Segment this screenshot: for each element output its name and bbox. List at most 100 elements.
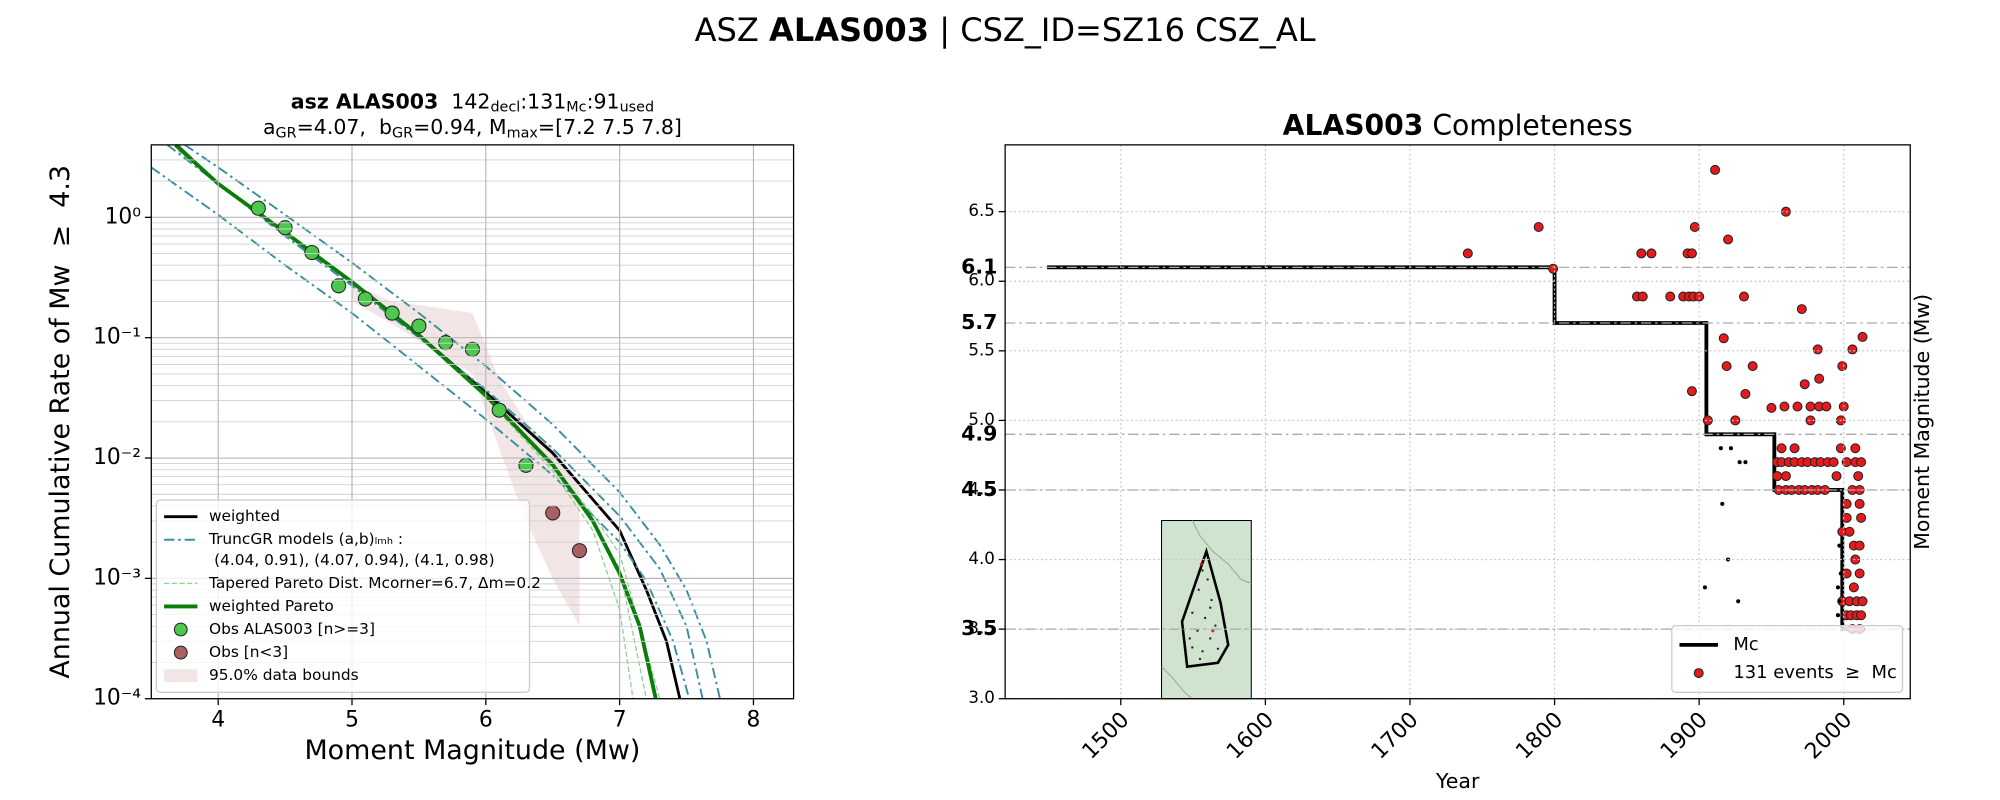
data-point — [1835, 585, 1841, 590]
text-part: =[7.2 7.5 7.8] — [538, 115, 682, 139]
text-part: :91 — [587, 90, 620, 114]
plot: 4 5 6 7 8 10⁻⁴ 10⁻³ 10⁻² 10⁻¹ 10⁰ asz ALAS003 142d… — [45, 90, 795, 766]
text-part: :131 — [520, 90, 566, 114]
data-point — [1854, 540, 1865, 551]
subscript: GR — [276, 125, 297, 141]
legend-label: weighted Pareto — [209, 597, 334, 615]
text-part: ALAS003 — [769, 11, 929, 49]
data-point — [1766, 402, 1777, 413]
data-point — [1723, 234, 1734, 245]
data-point — [1854, 568, 1865, 579]
text-part: =0.94, M — [413, 115, 507, 139]
data-point — [1792, 401, 1803, 412]
mc-level-label: 6.1 — [961, 254, 997, 278]
data-point — [1856, 512, 1867, 523]
legend-label: Mc — [1733, 634, 1758, 655]
data-point — [1728, 446, 1734, 451]
legend-label: Tapered Pareto Dist. Mcorner=6.7, Δm=0.2 — [208, 574, 541, 592]
data-point — [1844, 526, 1855, 537]
y-axis-label: Moment Magnitude (Mw) — [1910, 294, 1934, 550]
y-axis-label: Annual Cumulative Rate of Mw ≥ 4.3 — [45, 165, 76, 679]
data-point — [1837, 361, 1848, 372]
data-point — [1841, 512, 1852, 523]
data-point — [384, 305, 400, 321]
data-point — [1805, 401, 1816, 412]
legend-swatch — [1693, 668, 1704, 679]
legend-swatch — [173, 645, 188, 660]
legend-label: Obs ALAS003 [n>=3] — [209, 620, 375, 638]
data-point — [1718, 446, 1723, 451]
y-tick-label: 10⁻⁴ — [93, 686, 141, 711]
plot-area — [151, 144, 721, 699]
data-point — [1821, 401, 1832, 412]
data-point — [1721, 361, 1732, 372]
legend-label: 131 events ≥ Mc — [1733, 662, 1897, 683]
data-point — [1835, 613, 1841, 618]
data-point — [1796, 304, 1807, 315]
text-part: =4.07, b — [297, 115, 392, 139]
data-point — [304, 244, 320, 261]
figure-title: ASZ ALAS003 | CSZ_ID=SZ16 CSZ_AL — [695, 11, 1316, 49]
data-point — [1737, 460, 1742, 465]
data-point — [1835, 443, 1846, 454]
x-tick-label: 5 — [345, 708, 359, 733]
legend-swatch — [164, 669, 198, 683]
data-point — [1743, 460, 1748, 465]
plot: 1500 1600 1700 1800 1900 20003.03.54.04.55.05… — [961, 109, 1934, 793]
data-point — [1847, 344, 1858, 355]
data-point — [1805, 415, 1816, 426]
text-part: ASZ — [695, 11, 769, 49]
data-point — [1702, 585, 1707, 590]
data-point — [491, 402, 507, 418]
data-point — [1686, 248, 1697, 259]
mc-level-label: 5.7 — [961, 310, 997, 334]
data-point — [1837, 543, 1842, 548]
text-part: | CSZ_ID=SZ16 CSZ_AL — [929, 11, 1316, 49]
data-point — [545, 505, 561, 521]
data-point — [1738, 291, 1749, 302]
x-tick-label: 8 — [747, 708, 761, 733]
data-point — [1740, 388, 1751, 399]
y-tick-label: 5.5 — [968, 340, 994, 359]
data-point — [1710, 164, 1721, 175]
data-point — [1665, 291, 1676, 302]
data-point — [1730, 415, 1741, 426]
data-point — [1718, 333, 1729, 344]
legend-label: weighted — [209, 507, 280, 525]
data-point — [1686, 386, 1697, 397]
x-tick-label: 7 — [613, 708, 627, 733]
mc-level-label: 4.5 — [961, 477, 997, 501]
text-part: ALAS003 — [1283, 109, 1424, 142]
legend: weighted TruncGR models (a,b)ₗₘₕ : (4.04, … — [155, 499, 541, 693]
data-line — [184, 144, 721, 699]
data-point — [1689, 221, 1700, 232]
y-tick-label: 6.5 — [968, 201, 994, 220]
data-point — [1838, 571, 1843, 576]
data-point — [1854, 498, 1865, 509]
chart-subtitle: aGR=4.07, bGR=0.94, Mmax=[7.2 7.5 7.8] — [263, 115, 682, 141]
y-tick-label: 5.0 — [968, 410, 994, 429]
data-point — [1533, 221, 1544, 232]
data-point — [1776, 443, 1787, 454]
y-tick-label: 3.5 — [968, 619, 994, 638]
mc-level-label: 4.9 — [961, 421, 997, 445]
legend-box — [155, 499, 531, 693]
data-point — [1646, 248, 1657, 259]
x-tick-label: 4 — [211, 708, 225, 733]
data-point — [1637, 291, 1648, 302]
data-point — [1850, 554, 1861, 565]
data-point — [1856, 610, 1867, 621]
legend-label: 95.0% data bounds — [209, 666, 359, 684]
data-point — [1780, 471, 1791, 482]
y-tick-label: 6.0 — [968, 271, 994, 290]
subscript: Mc — [566, 100, 586, 116]
plot-area — [1047, 164, 1868, 635]
x-axis-label: Moment Magnitude (Mw) — [304, 735, 640, 766]
legend: Mc 131 events ≥ Mc — [1671, 625, 1904, 693]
data-point — [1736, 599, 1741, 604]
data-point — [411, 318, 427, 334]
data-point — [1747, 361, 1758, 372]
text-part: Completeness — [1423, 109, 1632, 142]
